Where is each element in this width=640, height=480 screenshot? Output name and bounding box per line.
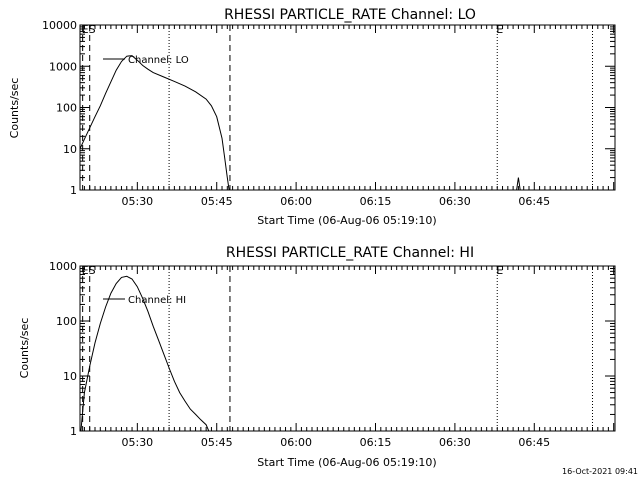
time-marker-label: E bbox=[496, 23, 503, 36]
y-axis-label-lo: Counts/sec bbox=[8, 78, 21, 139]
x-tick-label: 05:30 bbox=[121, 436, 153, 449]
y-tick-label: 10 bbox=[63, 370, 77, 383]
markers-hi: ES E bbox=[82, 264, 594, 431]
x-tick-label: 05:45 bbox=[201, 195, 233, 208]
y-tick-label: 10 bbox=[63, 143, 77, 156]
time-marker-label: ES bbox=[82, 264, 96, 277]
y-tick-label: 100 bbox=[56, 315, 77, 328]
y-tick-label: 10000 bbox=[42, 19, 77, 32]
y-tick-label: 1 bbox=[70, 184, 77, 197]
x-tick-label: 06:30 bbox=[439, 436, 471, 449]
y-axis-label-hi: Counts/sec bbox=[18, 318, 31, 379]
time-marker-label: ES bbox=[82, 23, 96, 36]
chart-title-hi: RHESSI PARTICLE_RATE Channel: HI bbox=[226, 245, 474, 261]
series-line bbox=[79, 55, 230, 191]
plot-frame-lo bbox=[79, 24, 616, 191]
x-tick-label: 06:00 bbox=[280, 436, 312, 449]
y-tick-label: 1000 bbox=[49, 260, 77, 273]
y-tick-label: 100 bbox=[56, 102, 77, 115]
x-axis-label-lo: Start Time (06-Aug-06 05:19:10) bbox=[257, 214, 436, 227]
time-marker-label: E bbox=[496, 264, 503, 277]
legend-label-lo: Channel: LO bbox=[128, 55, 189, 66]
ticks-lo: 1 10 100 1000 10000 05:30 05:45 06:00 06:15 06:30… bbox=[42, 19, 615, 208]
legend-label-hi: Channel: HI bbox=[128, 295, 186, 306]
x-tick-label: 06:00 bbox=[280, 195, 312, 208]
x-tick-label: 06:45 bbox=[518, 195, 550, 208]
y-tick-label: 1000 bbox=[49, 60, 77, 73]
ticks-hi: 1 10 100 1000 05:30 05:45 06:00 06:15 06:30 06:45 bbox=[49, 260, 615, 449]
series-hi bbox=[80, 275, 210, 432]
chart-title-lo: RHESSI PARTICLE_RATE Channel: LO bbox=[224, 7, 476, 23]
markers-lo: ES E bbox=[82, 23, 594, 190]
x-tick-label: 06:30 bbox=[439, 195, 471, 208]
series-spike bbox=[516, 177, 521, 191]
x-tick-label: 06:15 bbox=[360, 436, 392, 449]
x-tick-label: 05:45 bbox=[201, 436, 233, 449]
panel-lo: RHESSI PARTICLE_RATE Channel: LO 1101001… bbox=[8, 7, 616, 227]
x-tick-label: 06:15 bbox=[360, 195, 392, 208]
x-axis-label-hi: Start Time (06-Aug-06 05:19:10) bbox=[257, 456, 436, 469]
series-line bbox=[80, 275, 210, 432]
plot-timestamp: 16-Oct-2021 09:41 bbox=[562, 467, 638, 476]
plot-frame-hi bbox=[79, 265, 616, 432]
series-lo bbox=[79, 55, 521, 191]
x-tick-label: 05:30 bbox=[121, 195, 153, 208]
y-tick-label: 1 bbox=[70, 425, 77, 438]
x-tick-label: 06:45 bbox=[518, 436, 550, 449]
panel-hi: RHESSI PARTICLE_RATE Channel: HI 1101001… bbox=[18, 245, 616, 469]
